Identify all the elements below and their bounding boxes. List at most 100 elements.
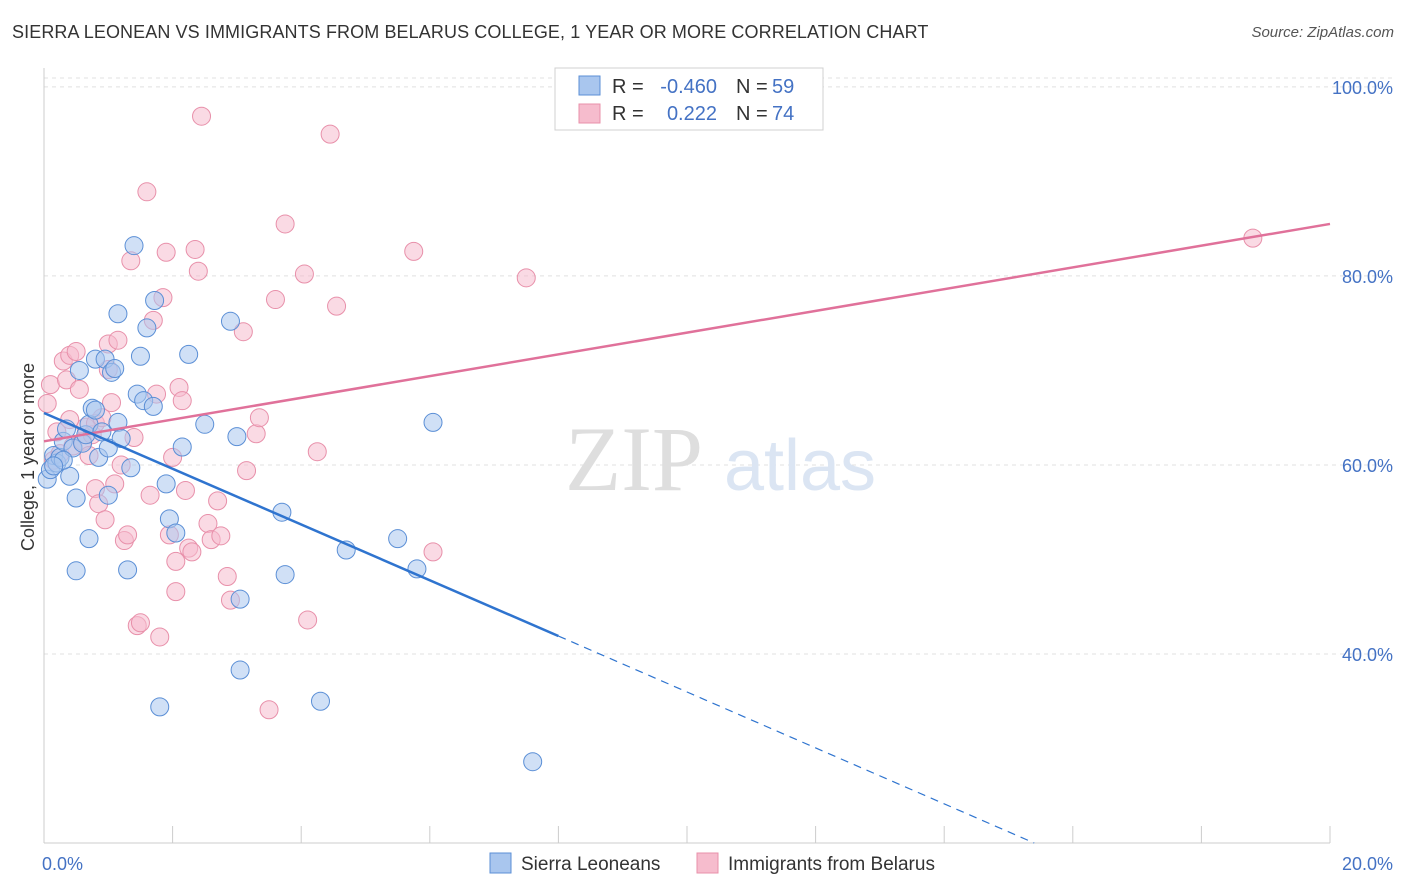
watermark: ZIP atlas	[565, 408, 876, 510]
blue-point	[69, 360, 89, 380]
legend-n-label-blue: N =	[736, 76, 768, 98]
legend-r-value-blue: -0.460	[660, 76, 717, 98]
pink-point	[516, 268, 536, 288]
blue-point	[85, 400, 105, 420]
grid-lines	[44, 77, 1392, 655]
trend-lines	[43, 222, 1331, 844]
blue-point	[44, 456, 64, 476]
blue-point	[195, 414, 215, 434]
legend-n-value-pink: 74	[772, 103, 794, 125]
blue-point	[60, 466, 80, 486]
pink-point	[108, 330, 128, 350]
pink-point	[130, 613, 150, 633]
pink-point	[307, 442, 327, 462]
pink-trend-line	[43, 222, 1331, 443]
pink-point	[137, 182, 157, 202]
legend-r-value-pink: 0.222	[667, 103, 717, 125]
blue-point	[150, 697, 170, 717]
pink-point	[182, 542, 202, 562]
pink-point	[166, 551, 186, 571]
pink-point	[118, 525, 138, 545]
blue-point	[118, 560, 138, 580]
pink-point	[188, 261, 208, 281]
blue-trend-line	[43, 411, 559, 638]
blue-point	[275, 565, 295, 585]
blue-trend-line-extension	[558, 635, 1035, 844]
blue-point	[172, 437, 192, 457]
bottom-legend-swatch-pink	[696, 852, 719, 874]
pink-point	[320, 124, 340, 144]
pink-point	[246, 424, 266, 444]
watermark-zip: ZIP	[565, 408, 703, 510]
pink-point	[150, 627, 170, 647]
blue-point	[79, 529, 99, 549]
tick-labels: 40.0% 60.0% 80.0% 100.0% 0.0% 20.0%	[42, 78, 1393, 874]
series-sierra-leoneans	[37, 236, 543, 772]
blue-point	[98, 485, 118, 505]
legend-r-label-pink: R =	[612, 103, 644, 125]
pink-point	[404, 241, 424, 261]
blue-point	[523, 752, 543, 772]
bottom-legend-label-blue: Sierra Leoneans	[521, 854, 660, 875]
chart-title: SIERRA LEONEAN VS IMMIGRANTS FROM BELARU…	[12, 22, 929, 42]
y-tick-label: 40.0%	[1342, 645, 1393, 665]
pink-point	[102, 393, 122, 413]
blue-point	[105, 359, 125, 379]
pink-point	[327, 296, 347, 316]
blue-point	[388, 529, 408, 549]
blue-point	[121, 458, 141, 478]
bottom-legend-swatch-blue	[489, 852, 512, 874]
blue-point	[137, 318, 157, 338]
pink-point	[217, 566, 237, 586]
pink-point	[249, 408, 269, 428]
x-tick-label: 20.0%	[1342, 854, 1393, 874]
pink-point	[166, 582, 186, 602]
pink-point	[192, 106, 212, 126]
pink-point	[259, 700, 279, 720]
pink-point	[156, 242, 176, 262]
blue-point	[66, 488, 86, 508]
pink-point	[66, 342, 86, 362]
chart-source: Source: ZipAtlas.com	[1251, 24, 1394, 41]
pink-point	[211, 526, 231, 546]
legend-n-value-blue: 59	[772, 76, 794, 98]
pink-point	[237, 461, 257, 481]
blue-point	[66, 561, 86, 581]
pink-point	[69, 379, 89, 399]
blue-point	[179, 344, 199, 364]
pink-point	[185, 239, 205, 259]
y-tick-label: 100.0%	[1332, 78, 1393, 98]
y-tick-label: 80.0%	[1342, 267, 1393, 287]
axes	[43, 68, 1331, 844]
blue-point	[166, 523, 186, 543]
blue-point	[108, 304, 128, 324]
pink-point	[233, 322, 253, 342]
blue-point	[143, 396, 163, 416]
series-legend: Sierra Leoneans Immigrants from Belarus	[489, 852, 935, 875]
blue-point	[220, 311, 240, 331]
pink-point	[265, 290, 285, 310]
pink-point	[294, 264, 314, 284]
pink-point	[37, 394, 57, 414]
legend-swatch-pink	[578, 103, 601, 124]
blue-point	[230, 660, 250, 680]
stats-legend: R = -0.460 N = 59 R = 0.222 N = 74	[554, 67, 824, 131]
blue-point	[230, 589, 250, 609]
x-tick-label: 0.0%	[42, 854, 83, 874]
legend-n-label-pink: N =	[736, 103, 768, 125]
blue-point	[130, 346, 150, 366]
blue-point	[156, 474, 176, 494]
bottom-legend-label-pink: Immigrants from Belarus	[728, 854, 935, 875]
blue-point	[145, 291, 165, 310]
pink-point	[140, 485, 160, 505]
y-axis-label: College, 1 year or more	[18, 363, 38, 551]
pink-point	[275, 214, 295, 234]
y-tick-label: 60.0%	[1342, 456, 1393, 476]
pink-point	[298, 610, 318, 630]
pink-point	[208, 491, 228, 511]
pink-point	[423, 542, 443, 562]
series-immigrants-from-belarus	[37, 106, 1263, 720]
blue-point	[124, 236, 144, 256]
pink-point	[172, 391, 192, 411]
